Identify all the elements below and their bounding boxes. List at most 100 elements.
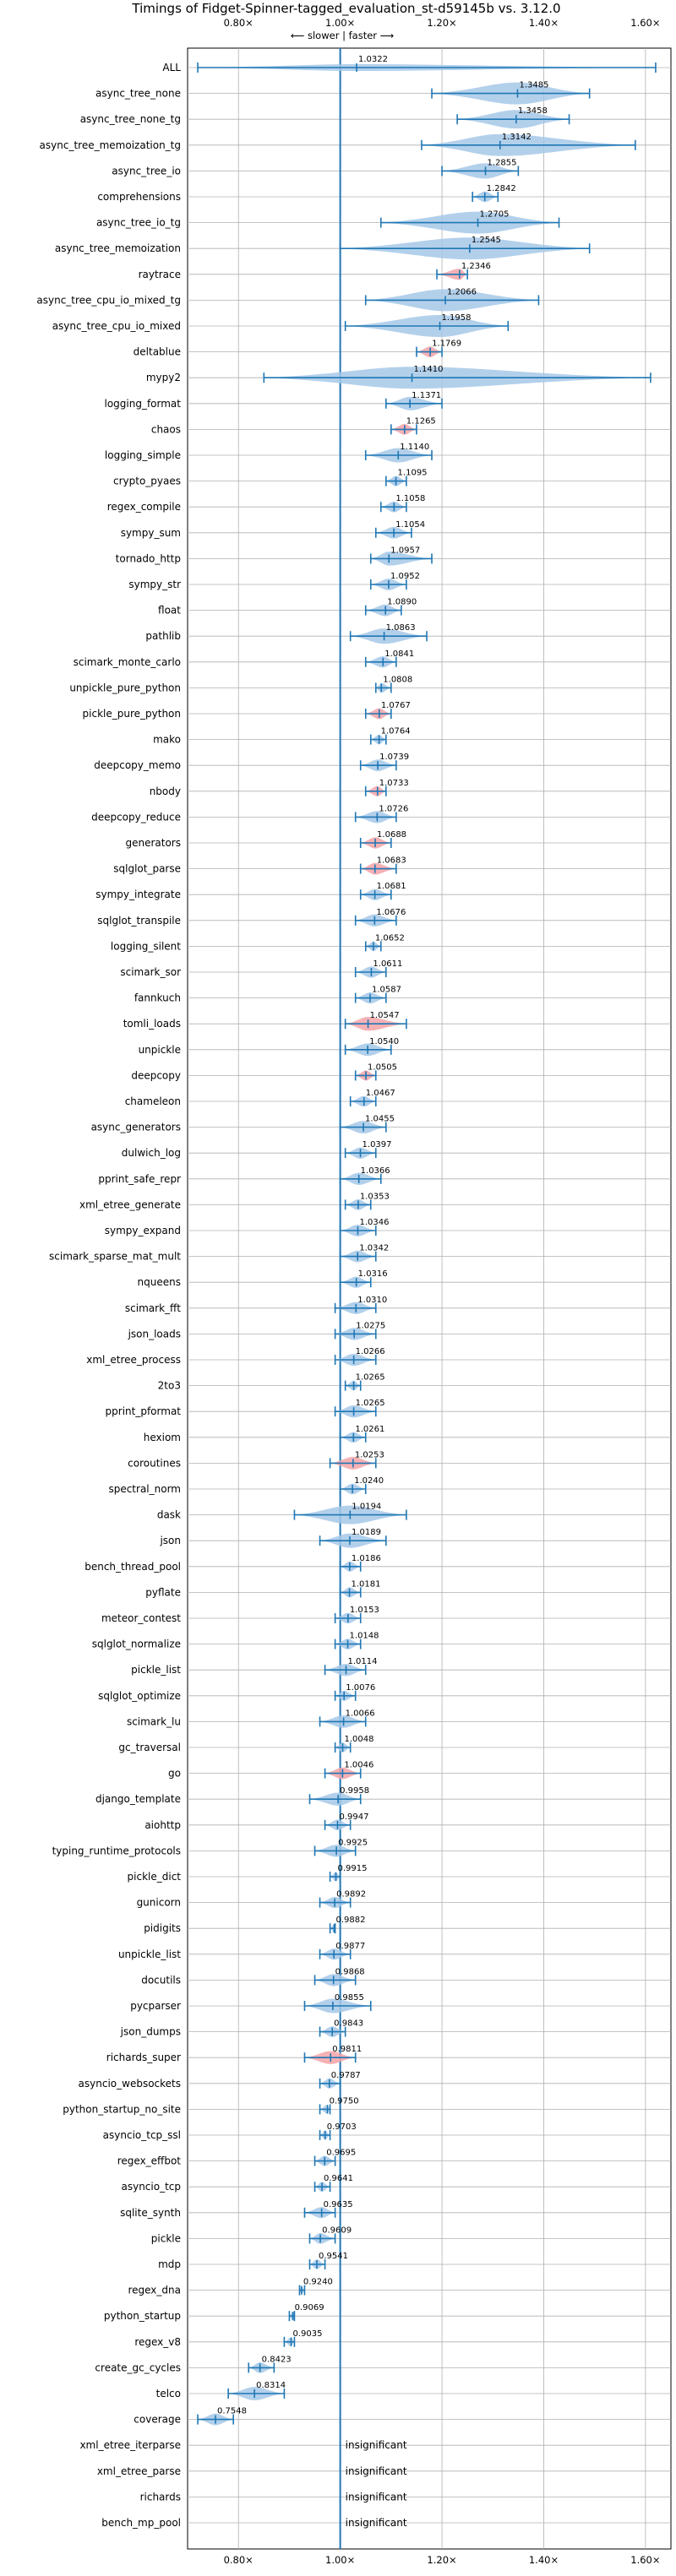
category-label: coverage xyxy=(134,2414,181,2426)
value-label: 0.9787 xyxy=(331,2071,361,2080)
value-label: 1.0683 xyxy=(377,856,406,866)
value-label: 1.2346 xyxy=(461,262,491,271)
category-label: scimark_monte_carlo xyxy=(74,656,181,668)
category-label: sqlglot_optimize xyxy=(98,1690,181,1702)
x-tick-label-top: 1.60× xyxy=(630,17,660,29)
x-tick-label-top: 1.00× xyxy=(325,17,355,29)
value-label: 1.2842 xyxy=(487,184,516,193)
category-label: async_tree_none_tg xyxy=(80,113,181,125)
plot-frame xyxy=(187,47,672,2550)
value-label: 1.0048 xyxy=(345,1735,374,1744)
x-tick-label-bottom: 1.20× xyxy=(427,2554,456,2566)
category-label: pycparser xyxy=(130,2000,181,2012)
value-label: 1.0189 xyxy=(352,1528,381,1537)
category-label: fannkuch xyxy=(134,992,181,1004)
category-label: richards xyxy=(140,2491,181,2503)
category-label: pickle_list xyxy=(131,1664,181,1676)
value-label: 0.9240 xyxy=(303,2278,333,2287)
category-label: 2to3 xyxy=(158,1380,181,1392)
value-label: 1.0676 xyxy=(376,908,406,917)
value-label: 1.0266 xyxy=(356,1347,385,1356)
category-label: pprint_pformat xyxy=(106,1405,182,1417)
x-tick-label-bottom: 1.00× xyxy=(325,2554,355,2566)
category-label: logging_simple xyxy=(105,449,181,461)
category-label: regex_compile xyxy=(107,501,181,513)
value-label: 1.0316 xyxy=(358,1269,388,1279)
category-label: telco xyxy=(156,2388,181,2399)
insignificant-label: insignificant xyxy=(346,2517,407,2529)
category-label: json xyxy=(159,1535,181,1546)
violin-layer xyxy=(197,62,657,2426)
category-label: deepcopy_reduce xyxy=(91,811,181,823)
value-label: 1.0505 xyxy=(368,1062,397,1072)
value-label: 1.2066 xyxy=(447,287,477,296)
category-label: pickle_pure_python xyxy=(83,708,181,720)
category-label: async_tree_io xyxy=(112,165,181,177)
category-label: meteor_contest xyxy=(101,1612,181,1624)
category-label: async_generators xyxy=(91,1122,181,1133)
value-label: 0.9035 xyxy=(293,2329,323,2339)
value-label: 1.1769 xyxy=(432,340,461,349)
category-label: nbody xyxy=(150,785,181,797)
value-label: 0.9877 xyxy=(335,1942,365,1951)
category-label: sqlglot_normalize xyxy=(92,1639,181,1650)
value-label: 1.1095 xyxy=(398,469,428,478)
category-label: python_startup_no_site xyxy=(63,2103,181,2115)
category-label: crypto_pyaes xyxy=(113,476,181,487)
category-label: typing_runtime_protocols xyxy=(52,1845,181,1856)
category-label: docutils xyxy=(141,1974,181,1986)
value-label: 1.0587 xyxy=(372,986,401,995)
value-label: 1.0688 xyxy=(377,830,406,840)
category-label: mypy2 xyxy=(146,372,181,383)
category-labels: ALL 1.0322 async_tree_none 1.3485 async_tree… xyxy=(36,55,548,2529)
category-label: async_tree_cpu_io_mixed_tg xyxy=(36,294,181,306)
x-tick-label-bottom: 1.60× xyxy=(630,2554,660,2566)
category-label: logging_silent xyxy=(111,940,181,952)
category-label: scimark_lu xyxy=(127,1715,181,1727)
category-label: xml_etree_iterparse xyxy=(79,2439,181,2451)
value-label: 0.9868 xyxy=(335,1967,365,1976)
value-label: 1.0952 xyxy=(390,572,420,581)
category-label: unpickle_list xyxy=(118,1948,181,1960)
value-label: 1.0261 xyxy=(355,1425,384,1434)
category-label: sympy_sum xyxy=(121,527,181,539)
category-label: pidigits xyxy=(144,1922,181,1934)
value-label: 0.9915 xyxy=(338,1864,368,1873)
value-label: 1.0739 xyxy=(379,753,409,762)
category-label: tornado_http xyxy=(116,552,181,564)
value-label: 0.9811 xyxy=(332,2045,362,2054)
value-label: 1.0767 xyxy=(381,701,411,710)
value-label: 0.9882 xyxy=(336,1916,366,1925)
category-label: asyncio_tcp_ssl xyxy=(103,2129,181,2141)
value-label: 1.0076 xyxy=(346,1683,375,1693)
value-label: 1.1410 xyxy=(414,365,444,374)
value-label: 0.9635 xyxy=(324,2200,353,2209)
category-label: create_gc_cycles xyxy=(95,2361,181,2373)
value-label: 0.7548 xyxy=(217,2407,247,2416)
value-label: 1.2705 xyxy=(480,210,510,220)
value-label: 1.1958 xyxy=(442,313,472,323)
category-label: scimark_sparse_mat_mult xyxy=(49,1251,181,1263)
value-label: 1.0275 xyxy=(356,1321,385,1330)
category-label: bench_thread_pool xyxy=(84,1561,181,1573)
value-label: 1.1140 xyxy=(400,443,429,452)
category-label: python_startup xyxy=(104,2310,181,2322)
value-label: 1.0681 xyxy=(377,882,406,891)
value-label: 1.0467 xyxy=(366,1089,395,1098)
category-label: richards_super xyxy=(106,2052,181,2063)
value-label: 1.0366 xyxy=(361,1166,390,1176)
value-label: 1.0346 xyxy=(359,1218,389,1227)
value-label: 1.1265 xyxy=(406,416,436,426)
category-label: mako xyxy=(153,734,181,746)
x-tick-label-top: 1.40× xyxy=(529,17,559,29)
value-label: 1.0652 xyxy=(375,933,405,943)
category-label: regex_dna xyxy=(128,2285,181,2296)
category-label: sympy_integrate xyxy=(95,889,181,900)
category-label: spectral_norm xyxy=(108,1483,181,1495)
value-label: 1.0764 xyxy=(381,727,411,736)
value-label: 1.0240 xyxy=(354,1476,384,1486)
x-tick-label-top: 1.20× xyxy=(427,17,456,29)
value-label: 1.1054 xyxy=(395,520,425,530)
value-label: 1.0322 xyxy=(358,55,388,64)
value-label: 1.0194 xyxy=(352,1503,381,1512)
